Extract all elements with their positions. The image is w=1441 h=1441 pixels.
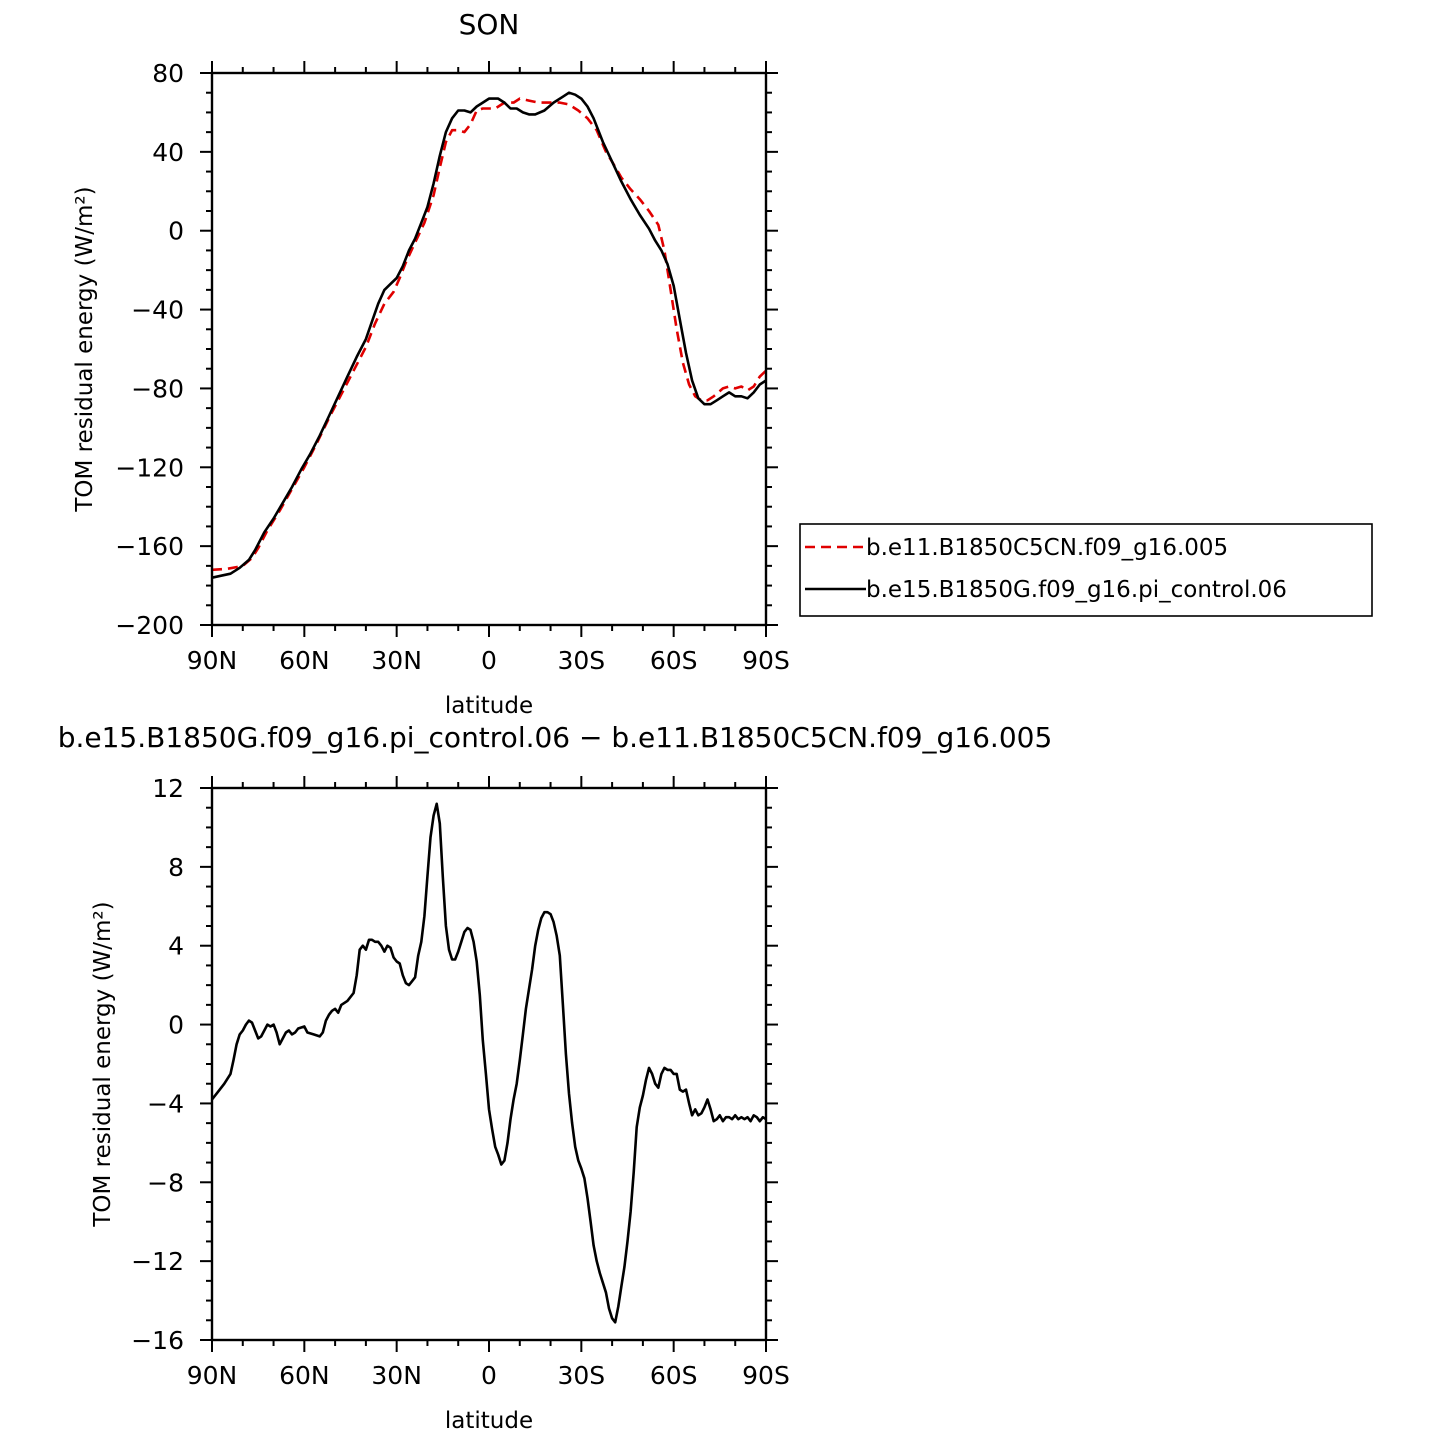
y-tick-label: 0	[168, 217, 184, 246]
legend: b.e11.B1850C5CN.f09_g16.005 b.e15.B1850G.…	[799, 523, 1373, 617]
series-line-1	[210, 802, 767, 1324]
x-tick-label: 30N	[371, 646, 422, 675]
legend-label-2: b.e15.B1850G.f09_g16.pi_control.06	[866, 577, 1287, 603]
y-tick-label: 0	[168, 1011, 184, 1040]
x-tick-label: 60N	[279, 646, 330, 675]
y-tick-label: 40	[152, 138, 184, 167]
x-tick-label: 90S	[742, 646, 790, 675]
y-tick-label: 12	[152, 774, 184, 803]
y-tick-label: −8	[147, 1168, 184, 1197]
y-tick-label: 80	[152, 59, 184, 88]
x-tick-label: 30S	[557, 1361, 605, 1390]
y-axis-title: TOM residual energy (W/m²)	[72, 186, 98, 512]
x-tick-label: 0	[481, 1361, 497, 1390]
legend-box	[799, 523, 1373, 617]
y-tick-label: −4	[147, 1089, 184, 1118]
x-axis-title: latitude	[445, 693, 533, 719]
y-tick-label: −12	[131, 1247, 184, 1276]
series-line-1	[211, 97, 767, 572]
y-tick-label: 8	[168, 853, 184, 882]
chart-title: SON	[459, 8, 520, 41]
y-tick-label: −40	[131, 296, 184, 325]
y-tick-label: −80	[131, 374, 184, 403]
x-tick-label: 30S	[557, 646, 605, 675]
x-tick-label: 60N	[279, 1361, 330, 1390]
y-axis-title: TOM residual energy (W/m²)	[90, 901, 116, 1227]
chart-panel-2: b.e15.B1850G.f09_g16.pi_control.06 − b.e…	[58, 721, 1053, 1434]
x-tick-label: 30N	[371, 1361, 422, 1390]
y-tick-label: −200	[115, 611, 184, 640]
plot-frame	[210, 786, 768, 1342]
x-tick-label: 60S	[650, 1361, 698, 1390]
plot-frame	[210, 71, 768, 627]
y-tick-label: 4	[168, 932, 184, 961]
x-tick-label: 0	[481, 646, 497, 675]
chart-title: b.e15.B1850G.f09_g16.pi_control.06 − b.e…	[58, 721, 1053, 754]
x-tick-label: 90N	[187, 1361, 238, 1390]
y-tick-label: −16	[131, 1326, 184, 1355]
chart-panel-1: SON 90N 60N 30N 0 30S 60S 90S 80 40 0 −40 −80 −120 −16…	[72, 8, 1373, 719]
y-tick-label: −160	[115, 532, 184, 561]
legend-label-1: b.e11.B1850C5CN.f09_g16.005	[866, 535, 1228, 561]
series-line-2	[211, 91, 767, 579]
x-tick-label: 90N	[187, 646, 238, 675]
x-tick-label: 60S	[650, 646, 698, 675]
y-tick-label: −120	[115, 453, 184, 482]
x-tick-label: 90S	[742, 1361, 790, 1390]
x-axis-title: latitude	[445, 1408, 533, 1434]
